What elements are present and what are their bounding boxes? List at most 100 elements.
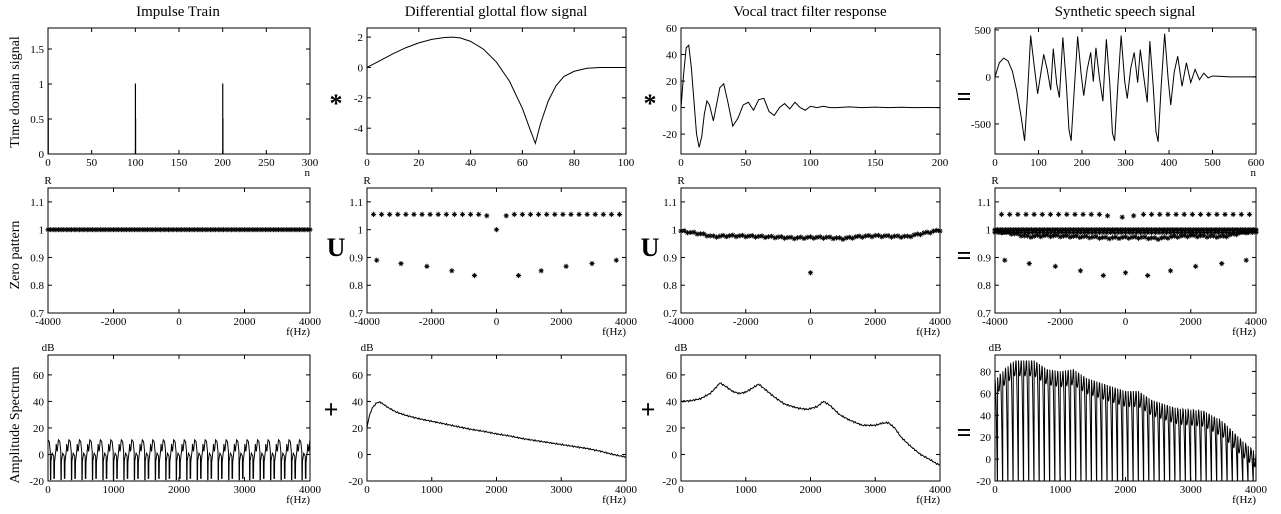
speech-zeros-zero-point — [1031, 233, 1037, 239]
speech-zeros-zero-point — [1141, 227, 1147, 233]
speech-zeros-frame — [994, 187, 1257, 314]
speech-zeros-xlabel: f(Hz) — [1232, 326, 1256, 338]
speech-zeros-zero-point — [1206, 227, 1212, 233]
speech-zeros-zero-point — [1107, 229, 1114, 236]
impulse-zeros-zero-point — [84, 227, 90, 233]
impulse-zeros-zero-point — [126, 227, 132, 233]
vocal-time-ytick-label: 40 — [666, 50, 678, 62]
speech-zeros-zero-point — [1169, 227, 1176, 233]
vocal-zeros-zero-point — [762, 234, 768, 241]
speech-time-xtick-label: 400 — [1161, 157, 1178, 169]
speech-zeros-zero-point — [1139, 234, 1145, 240]
speech-zeros-xtick-label: 0 — [1123, 316, 1129, 328]
speech-zeros-zero-point — [1112, 227, 1118, 233]
speech-zeros-zero-point — [1080, 211, 1086, 217]
vocal-zeros-zero-point — [765, 234, 772, 240]
vocal-zeros-xtick-label: 0 — [808, 316, 814, 328]
operator-convolve-1: * — [330, 89, 343, 118]
vocal-zeros-zero-point — [775, 234, 781, 240]
vocal-spectrum-ytick-label: 20 — [666, 423, 678, 435]
speech-zeros-zero-point — [1025, 229, 1032, 236]
speech-zeros-zero-point — [1182, 229, 1188, 236]
speech-time-xlabel: n — [1251, 167, 1257, 179]
speech-zeros-zero-point — [1181, 232, 1187, 239]
impulse-zeros-zero-point — [147, 227, 153, 233]
speech-zeros-zero-point — [996, 229, 1002, 236]
vocal-zeros-zero-point — [824, 234, 830, 240]
speech-zeros-zero-point — [1163, 229, 1170, 236]
speech-zeros-zero-point — [1217, 233, 1223, 239]
speech-time-xtick-label: 200 — [1074, 157, 1091, 169]
vocal-zeros-zero-point — [846, 234, 852, 240]
speech-zeros-zero-point — [1122, 229, 1129, 236]
speech-zeros-zero-point — [1231, 229, 1237, 236]
speech-zeros-zero-point — [1227, 227, 1233, 233]
speech-zeros-zero-point — [1048, 229, 1054, 236]
speech-spectrum-xtick-label: 3000 — [1180, 484, 1203, 496]
glottal-zeros-ytick-label: 0.9 — [349, 252, 363, 264]
speech-zeros-zero-point — [1214, 227, 1220, 233]
speech-zeros-zero-point — [1000, 227, 1006, 233]
impulse-spectrum-ytop-label: dB — [42, 342, 55, 354]
impulse-zeros-zero-point — [291, 227, 297, 233]
speech-zeros-zero-point — [1023, 211, 1029, 217]
speech-zeros-zero-point — [1134, 229, 1140, 236]
glottal-zeros-zero-point — [451, 211, 458, 217]
speech-zeros-zero-point — [1078, 229, 1084, 236]
glottal-spectrum-ytick-label: 20 — [352, 423, 364, 435]
speech-zeros-zero-point — [1023, 227, 1029, 233]
speech-zeros-ytick-label: 0.7 — [977, 308, 991, 320]
impulse-zeros-zero-point — [268, 227, 274, 233]
speech-zeros-zero-point — [1203, 227, 1210, 233]
vocal-zeros-ytick-label: 0.7 — [663, 308, 677, 320]
glottal-zeros-frame — [366, 187, 627, 314]
speech-zeros-zero-point — [1122, 227, 1129, 233]
glottal-zeros-xtick-label: -4000 — [354, 316, 380, 328]
impulse-zeros-zero-point — [108, 227, 114, 233]
glottal-zeros-zero-point — [424, 263, 430, 269]
impulse-zeros-zero-point — [113, 227, 119, 233]
speech-zeros-zero-point — [1099, 227, 1105, 233]
vocal-zeros-zero-point — [840, 236, 846, 242]
vocal-zeros-zero-point — [911, 232, 917, 238]
glottal-zeros-zero-point — [552, 211, 558, 217]
speech-zeros-zero-point — [1039, 227, 1045, 233]
vocal-zeros-zero-point — [843, 235, 849, 241]
impulse-zeros-zero-point — [53, 227, 59, 233]
speech-zeros-zero-point — [1002, 229, 1008, 236]
speech-zeros-zero-point — [1015, 211, 1021, 217]
speech-zeros-zero-point — [1152, 235, 1158, 241]
vocal-zeros-zero-point — [782, 235, 788, 241]
glottal-zeros-zero-point — [560, 211, 566, 217]
vocal-zeros-xlabel: f(Hz) — [916, 326, 940, 338]
vocal-zeros-zero-point — [684, 230, 691, 236]
speech-spectrum-ytick-label: 60 — [980, 388, 992, 400]
speech-zeros-zero-point — [1167, 229, 1173, 236]
vocal-zeros-ytick-label: 0.9 — [663, 252, 677, 264]
vocal-zeros-zero-point — [785, 234, 791, 241]
speech-zeros-zero-point — [1096, 235, 1102, 241]
speech-zeros-zero-point — [1149, 211, 1155, 217]
vocal-zeros-zero-point — [733, 234, 739, 240]
glottal-zeros-xtick-label: 4000 — [615, 316, 638, 328]
speech-zeros-zero-point — [1080, 234, 1086, 240]
glottal-zeros-ytick-label: 1.1 — [349, 197, 363, 209]
impulse-zeros-zero-point — [74, 227, 80, 233]
impulse-time-xtick-label: 100 — [127, 157, 144, 169]
impulse-zeros-zero-point — [160, 227, 166, 233]
vocal-zeros-zero-point — [707, 233, 713, 239]
impulse-zeros-zero-point — [158, 227, 164, 233]
impulse-zeros-ytick-label: 0.8 — [30, 280, 44, 292]
vocal-spectrum-xtick-label: 2000 — [800, 484, 823, 496]
impulse-zeros-zero-point — [179, 227, 185, 233]
speech-zeros-zero-point — [1214, 211, 1220, 217]
speech-zeros-zero-point — [1175, 229, 1181, 236]
speech-zeros-zero-point — [1180, 227, 1186, 233]
vocal-zeros-zero-point — [901, 233, 907, 239]
speech-zeros-zero-point — [1188, 232, 1194, 239]
speech-zeros-zero-point — [1088, 211, 1094, 217]
speech-zeros-zero-point — [1120, 227, 1126, 233]
vocal-zeros-zero-point — [717, 233, 723, 239]
speech-zeros-zero-point — [1149, 227, 1155, 233]
